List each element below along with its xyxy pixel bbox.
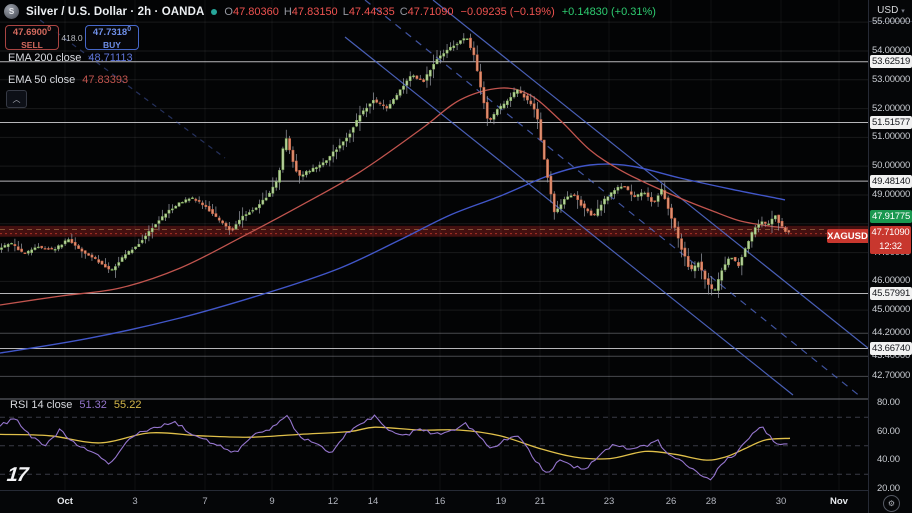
instrument-logo-icon: S (4, 4, 19, 19)
buy-button[interactable]: 47.73180 BUY (85, 25, 139, 50)
price-axis-label: 42.70000 (872, 370, 911, 382)
time-axis-tick[interactable]: 30 (775, 496, 787, 507)
rsi-line[interactable] (0, 414, 788, 481)
price-axis-label: 45.00000 (872, 304, 911, 316)
price-axis[interactable]: USD ▾ ⚙ 55.00000 54.00000 53.00000 52.00000… (868, 0, 912, 513)
price-axis-label: 51.00000 (872, 131, 911, 143)
symbol-title[interactable]: Silver / U.S. Dollar · 2h · OANDA (26, 5, 205, 18)
time-axis-tick[interactable]: 23 (603, 496, 615, 507)
time-axis-tick[interactable]: 14 (367, 496, 379, 507)
price-level-label: 53.62519 (870, 55, 912, 69)
price-level-label: 51.51577 (870, 116, 912, 130)
rsi-axis-label: 40.00 (877, 454, 900, 465)
time-axis-tick[interactable]: 3 (132, 496, 138, 507)
channel-upper-line[interactable] (432, 0, 868, 349)
time-axis[interactable]: Oct 3 7 9 12 14 16 19 21 23 26 28 30 Nov (0, 490, 868, 513)
rsi-axis-label: 80.00 (877, 397, 900, 408)
sell-price: 47.6900 (12, 27, 48, 39)
low-key: L (342, 5, 349, 18)
market-open-dot-icon (211, 8, 218, 15)
time-axis-tick[interactable]: 19 (495, 496, 507, 507)
buy-price-sup: 0 (127, 26, 132, 34)
ema50-legend[interactable]: EMA 50 close 47.83393 (8, 74, 128, 86)
price-axis-label: 54.00000 (872, 44, 911, 56)
ema200-legend[interactable]: EMA 200 close 48.71113 (8, 52, 133, 64)
price-axis-label: 44.20000 (872, 327, 911, 339)
channel-mid-line[interactable] (364, 0, 862, 398)
price-axis-label: 52.00000 (872, 102, 911, 114)
ema50-line[interactable] (0, 87, 789, 306)
collapse-legend-button[interactable]: ︿ (6, 90, 27, 108)
rsi-legend[interactable]: RSI 14 close 51.32 55.22 (10, 399, 141, 411)
time-axis-tick[interactable]: Oct (57, 496, 73, 507)
trendline-dashed[interactable] (39, 19, 226, 159)
rsi-ma-line[interactable] (0, 426, 791, 461)
sell-label: SELL (21, 39, 43, 50)
ema200-line[interactable] (0, 163, 786, 354)
sell-price-sup: 0 (47, 26, 52, 34)
high-value: 47.83150 (291, 5, 338, 18)
time-axis-tick[interactable]: 7 (202, 496, 208, 507)
price-axis-label: 53.00000 (872, 73, 911, 85)
main-pane[interactable] (0, 0, 868, 398)
ema50-title: EMA 50 close (8, 74, 76, 86)
current-price-value: 47.71090 (871, 227, 910, 238)
currency-label: USD (877, 5, 899, 16)
bar-countdown: 12:32 (879, 241, 902, 252)
session-change: +0.14830 (+0.31%) (561, 5, 656, 18)
price-axis-label: 55.00000 (872, 16, 911, 28)
bar-change: −0.09235 (−0.19%) (460, 5, 555, 18)
tradingview-logo-icon: 17 (5, 464, 29, 486)
rsi-title: RSI 14 close (10, 399, 73, 411)
ema50-value: 47.83393 (82, 74, 129, 86)
price-axis-label: 46.00000 (872, 275, 911, 287)
price-zone-band[interactable] (0, 225, 868, 237)
close-value: 47.71090 (407, 5, 454, 18)
rsi-axis-label: 60.00 (877, 425, 900, 437)
sell-button[interactable]: 47.69000 SELL (5, 25, 59, 50)
channel-lower-line[interactable] (344, 36, 794, 396)
open-key: O (224, 5, 233, 18)
buy-price: 47.7318 (92, 27, 128, 39)
time-axis-tick[interactable]: 9 (269, 496, 275, 507)
current-price-label: 47.71090 12:32 (870, 226, 911, 254)
rsi-ma-value: 55.22 (113, 399, 142, 411)
chart-header: S Silver / U.S. Dollar · 2h · OANDA O47.… (4, 4, 656, 19)
chevron-up-icon: ︿ (12, 94, 21, 104)
buy-label: BUY (103, 39, 121, 50)
low-value: 47.44335 (348, 5, 395, 18)
open-value: 47.80360 (232, 5, 279, 18)
currency-selector[interactable]: USD ▾ (869, 0, 912, 22)
trade-panel: 47.69000 SELL 418.0 47.73180 BUY (5, 25, 139, 50)
time-axis-tick[interactable]: 16 (434, 496, 446, 507)
ema200-value: 48.71113 (88, 52, 133, 64)
axis-settings-gear-icon[interactable]: ⚙ (883, 495, 900, 512)
symbol-price-tag: XAGUSD (827, 229, 868, 243)
candlesticks[interactable] (0, 33, 791, 298)
price-level-label: 49.48140 (870, 174, 912, 188)
price-level-label: 43.66740 (870, 342, 912, 356)
price-axis-label: 49.00000 (872, 188, 911, 200)
ohlc-values: O47.80360 H47.83150 L47.44335 C47.71090 (224, 6, 453, 18)
spread-value: 418.0 (61, 32, 83, 43)
alert-price-label: 47.91775 (870, 210, 912, 223)
time-axis-tick[interactable]: 26 (665, 496, 677, 507)
rsi-pane[interactable] (0, 414, 868, 481)
price-level-label: 45.57991 (870, 286, 912, 300)
chevron-down-icon: ▾ (901, 7, 905, 15)
time-axis-tick[interactable]: 28 (705, 496, 717, 507)
rsi-axis-label: 20.00 (877, 482, 900, 494)
price-axis-label: 50.00000 (872, 160, 911, 172)
time-axis-tick[interactable]: 12 (327, 496, 339, 507)
time-axis-tick[interactable]: 21 (534, 496, 546, 507)
ema200-title: EMA 200 close (8, 52, 82, 64)
price-axis-label: 43.40000 (872, 350, 911, 362)
rsi-value: 51.32 (79, 399, 107, 411)
high-key: H (283, 5, 292, 18)
time-axis-tick[interactable]: Nov (830, 496, 848, 507)
close-key: C (399, 5, 408, 18)
